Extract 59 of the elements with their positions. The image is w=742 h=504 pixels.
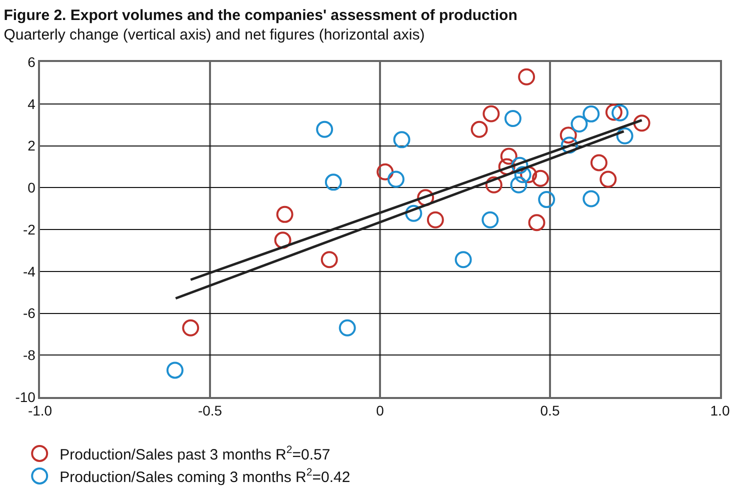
point <box>482 211 499 228</box>
point <box>417 189 434 206</box>
point <box>532 170 549 187</box>
point <box>470 120 488 138</box>
chart-subtitle: Quarterly change (vertical axis) and net figures (horizontal axis) <box>4 26 425 44</box>
point <box>485 176 502 194</box>
chart-title: Figure 2. Export volumes and the companies' assessment of production <box>4 7 518 24</box>
x-tick-label: 0 <box>376 402 384 419</box>
point <box>274 232 292 249</box>
point <box>405 204 422 222</box>
point <box>590 154 608 172</box>
x-tick-label: -0.5 <box>198 402 222 419</box>
point <box>500 148 518 165</box>
point <box>518 68 536 86</box>
y-tick-label: 0 <box>28 180 36 196</box>
point <box>426 211 444 228</box>
x-tick-label: -1.0 <box>28 402 52 419</box>
point <box>320 251 338 268</box>
point <box>616 127 634 144</box>
x-tick-label: 1.0 <box>710 402 730 419</box>
point <box>510 176 528 194</box>
point <box>560 136 578 154</box>
y-tick-label: 4 <box>28 96 36 112</box>
point <box>520 166 538 184</box>
point <box>514 166 532 184</box>
y-tick-label: -10 <box>15 388 36 405</box>
y-tick-label: -8 <box>22 347 36 364</box>
point <box>612 104 629 122</box>
point <box>570 115 588 132</box>
point <box>182 319 200 336</box>
point <box>338 319 356 336</box>
y-tick-label: 2 <box>28 138 36 154</box>
point <box>498 158 516 176</box>
point <box>376 163 394 180</box>
point <box>454 251 472 268</box>
y-tick-label: -4 <box>22 263 36 280</box>
point <box>560 126 577 144</box>
y-tick-label: -6 <box>22 305 36 322</box>
point <box>605 104 622 121</box>
point <box>600 170 617 188</box>
y-tick-label: 6 <box>28 54 36 70</box>
y-tick-label: -2 <box>22 221 36 238</box>
point <box>582 105 600 122</box>
point <box>511 156 528 174</box>
point <box>387 170 404 188</box>
point <box>504 110 522 128</box>
legend-label: Production/Sales coming 3 months R$^{2}$=0.42 <box>60 466 350 486</box>
x-tick-label: 0.5 <box>540 402 560 419</box>
legend-label: Production/Sales past 3 months R$^{2}$=0.57 <box>60 444 330 464</box>
point <box>633 114 650 132</box>
point <box>482 105 500 122</box>
point <box>276 206 294 223</box>
point <box>528 214 546 232</box>
point <box>316 120 334 138</box>
point <box>582 190 600 208</box>
point <box>538 191 556 208</box>
point <box>166 362 184 379</box>
point <box>393 131 410 148</box>
point <box>324 174 342 191</box>
